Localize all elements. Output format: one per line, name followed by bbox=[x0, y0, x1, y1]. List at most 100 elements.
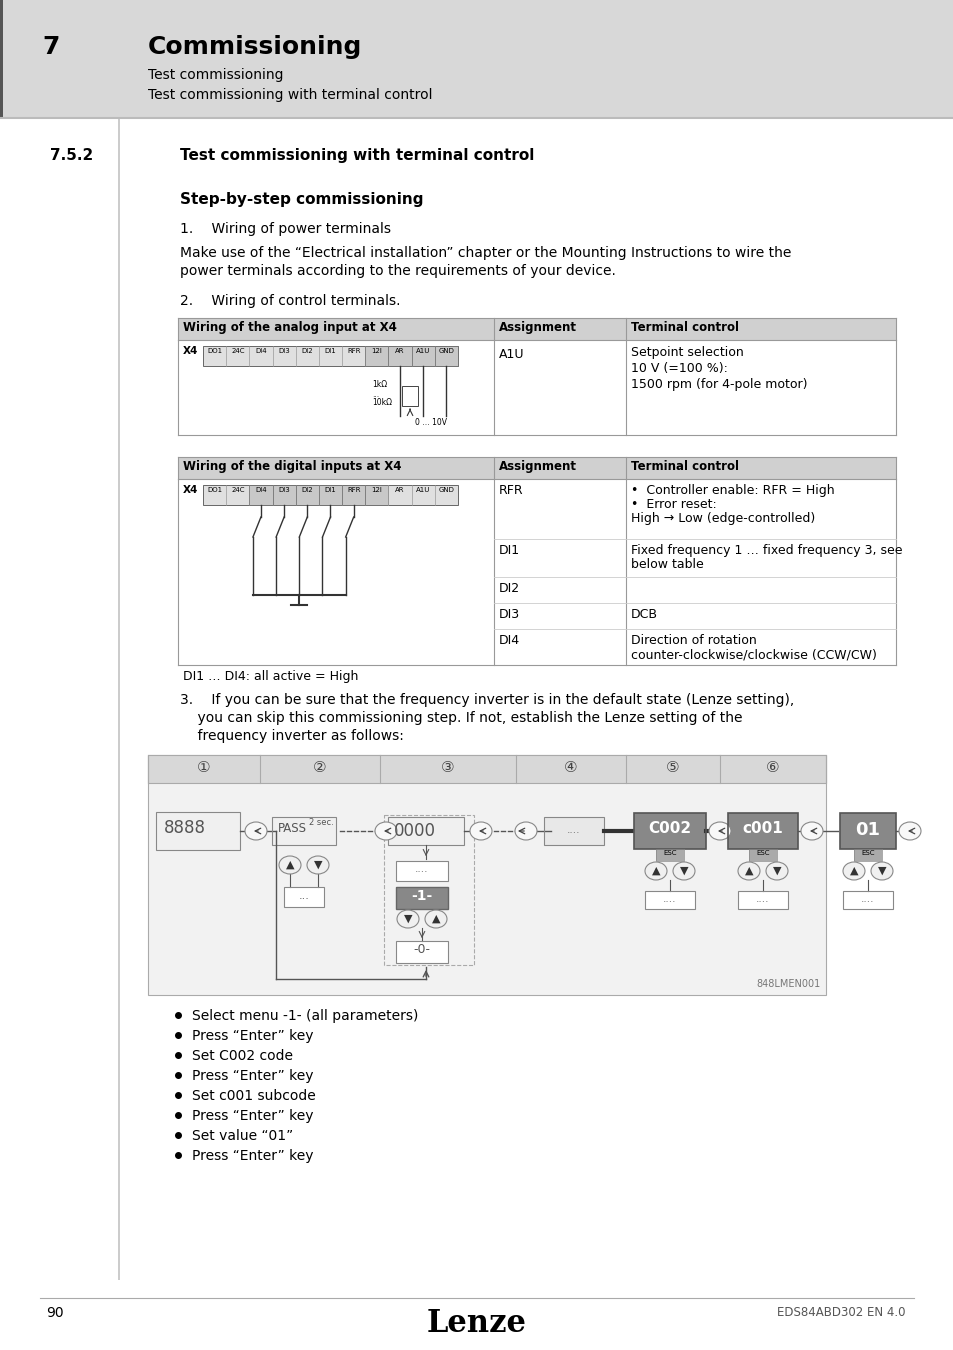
Text: Assignment: Assignment bbox=[498, 460, 577, 472]
Text: Test commissioning: Test commissioning bbox=[148, 68, 283, 82]
Bar bbox=[738, 891, 787, 909]
Text: DI1: DI1 bbox=[498, 544, 519, 558]
Text: ①: ① bbox=[197, 760, 211, 775]
Bar bbox=[388, 817, 463, 845]
Text: DI1 … DI4: all active = High: DI1 … DI4: all active = High bbox=[183, 670, 358, 683]
Text: DI3: DI3 bbox=[278, 348, 290, 354]
Bar bbox=[748, 849, 776, 861]
Bar bbox=[148, 755, 825, 783]
Text: 1kΩ: 1kΩ bbox=[372, 379, 387, 389]
Bar bbox=[395, 887, 448, 909]
Bar bbox=[738, 891, 787, 909]
Bar bbox=[543, 817, 603, 845]
Text: Wiring of the digital inputs at X4: Wiring of the digital inputs at X4 bbox=[183, 460, 401, 472]
Bar bbox=[656, 849, 683, 861]
Text: Fixed frequency 1 … fixed frequency 3, see: Fixed frequency 1 … fixed frequency 3, s… bbox=[630, 544, 902, 558]
Text: frequency inverter as follows:: frequency inverter as follows: bbox=[180, 729, 403, 742]
Bar bbox=[148, 755, 825, 783]
Text: GND: GND bbox=[438, 348, 454, 354]
Text: •  Error reset:: • Error reset: bbox=[630, 498, 716, 512]
Text: AR: AR bbox=[395, 487, 404, 493]
Text: 10kΩ: 10kΩ bbox=[372, 398, 392, 406]
Text: Terminal control: Terminal control bbox=[630, 321, 739, 333]
Bar bbox=[295, 485, 318, 505]
Text: GND: GND bbox=[438, 487, 454, 493]
Text: 1500 rpm (for 4-pole motor): 1500 rpm (for 4-pole motor) bbox=[630, 378, 806, 392]
Ellipse shape bbox=[375, 822, 396, 840]
Text: Direction of rotation: Direction of rotation bbox=[630, 634, 756, 647]
Bar bbox=[342, 485, 365, 505]
Text: 12I: 12I bbox=[371, 487, 382, 493]
Bar bbox=[634, 813, 705, 849]
Text: High → Low (edge-controlled): High → Low (edge-controlled) bbox=[630, 512, 815, 525]
Text: ⑤: ⑤ bbox=[665, 760, 679, 775]
Ellipse shape bbox=[644, 863, 666, 880]
Bar bbox=[656, 849, 683, 861]
Bar bbox=[365, 346, 388, 366]
Bar bbox=[318, 485, 342, 505]
Text: ④: ④ bbox=[563, 760, 578, 775]
Ellipse shape bbox=[307, 856, 329, 873]
Text: below table: below table bbox=[630, 558, 703, 571]
Text: Press “Enter” key: Press “Enter” key bbox=[192, 1149, 314, 1162]
Bar bbox=[295, 485, 318, 505]
Text: RFR: RFR bbox=[498, 485, 523, 497]
Text: A1U: A1U bbox=[416, 487, 430, 493]
Text: ...: ... bbox=[372, 390, 378, 400]
Text: ....: .... bbox=[415, 864, 428, 873]
Text: 01: 01 bbox=[855, 821, 880, 838]
Ellipse shape bbox=[708, 822, 730, 840]
Text: A1U: A1U bbox=[416, 348, 430, 354]
Text: RFR: RFR bbox=[347, 487, 360, 493]
Text: 2.  Wiring of control terminals.: 2. Wiring of control terminals. bbox=[180, 294, 400, 308]
Text: ▼: ▼ bbox=[679, 865, 687, 876]
Text: ...: ... bbox=[298, 891, 309, 900]
Ellipse shape bbox=[672, 863, 695, 880]
Text: ....: .... bbox=[861, 894, 874, 904]
Bar bbox=[494, 629, 625, 666]
Text: counter-clockwise/clockwise (CCW/CW): counter-clockwise/clockwise (CCW/CW) bbox=[630, 648, 876, 662]
Text: ESC: ESC bbox=[662, 850, 676, 856]
Bar bbox=[840, 813, 895, 849]
Ellipse shape bbox=[245, 822, 267, 840]
Bar bbox=[118, 117, 120, 1280]
Bar bbox=[0, 0, 953, 117]
Text: Test commissioning with terminal control: Test commissioning with terminal control bbox=[148, 88, 432, 103]
Bar bbox=[365, 485, 388, 505]
Text: Press “Enter” key: Press “Enter” key bbox=[192, 1108, 314, 1123]
Text: ▲: ▲ bbox=[651, 865, 659, 876]
Text: 2 sec.: 2 sec. bbox=[309, 818, 334, 828]
Bar bbox=[203, 485, 457, 505]
Ellipse shape bbox=[870, 863, 892, 880]
Text: C002: C002 bbox=[648, 821, 691, 836]
Text: Test commissioning with terminal control: Test commissioning with terminal control bbox=[180, 148, 534, 163]
Text: power terminals according to the requirements of your device.: power terminals according to the require… bbox=[180, 265, 616, 278]
Text: 3.  If you can be sure that the frequency inverter is in the default state (Lenz: 3. If you can be sure that the frequency… bbox=[180, 693, 794, 707]
Bar bbox=[272, 817, 335, 845]
Ellipse shape bbox=[898, 822, 920, 840]
Bar bbox=[853, 849, 882, 861]
Bar bbox=[625, 539, 895, 576]
Bar bbox=[411, 346, 435, 366]
Bar bbox=[727, 813, 797, 849]
Bar bbox=[273, 485, 295, 505]
Bar bbox=[148, 755, 825, 995]
Text: DI2: DI2 bbox=[301, 487, 313, 493]
Bar bbox=[494, 539, 625, 576]
Bar bbox=[494, 576, 625, 603]
Text: X4: X4 bbox=[183, 346, 198, 356]
Ellipse shape bbox=[470, 822, 492, 840]
Text: ▲: ▲ bbox=[744, 865, 753, 876]
Bar bbox=[178, 340, 895, 435]
Text: ESC: ESC bbox=[756, 850, 769, 856]
Ellipse shape bbox=[765, 863, 787, 880]
Bar bbox=[435, 346, 457, 366]
Bar bbox=[203, 346, 457, 366]
Bar bbox=[249, 485, 273, 505]
Text: ▼: ▼ bbox=[877, 865, 885, 876]
Text: Wiring of the analog input at X4: Wiring of the analog input at X4 bbox=[183, 321, 396, 333]
Text: Assignment: Assignment bbox=[498, 321, 577, 333]
Text: DI2: DI2 bbox=[498, 582, 519, 595]
Text: DI4: DI4 bbox=[498, 634, 519, 647]
Bar bbox=[395, 941, 448, 963]
